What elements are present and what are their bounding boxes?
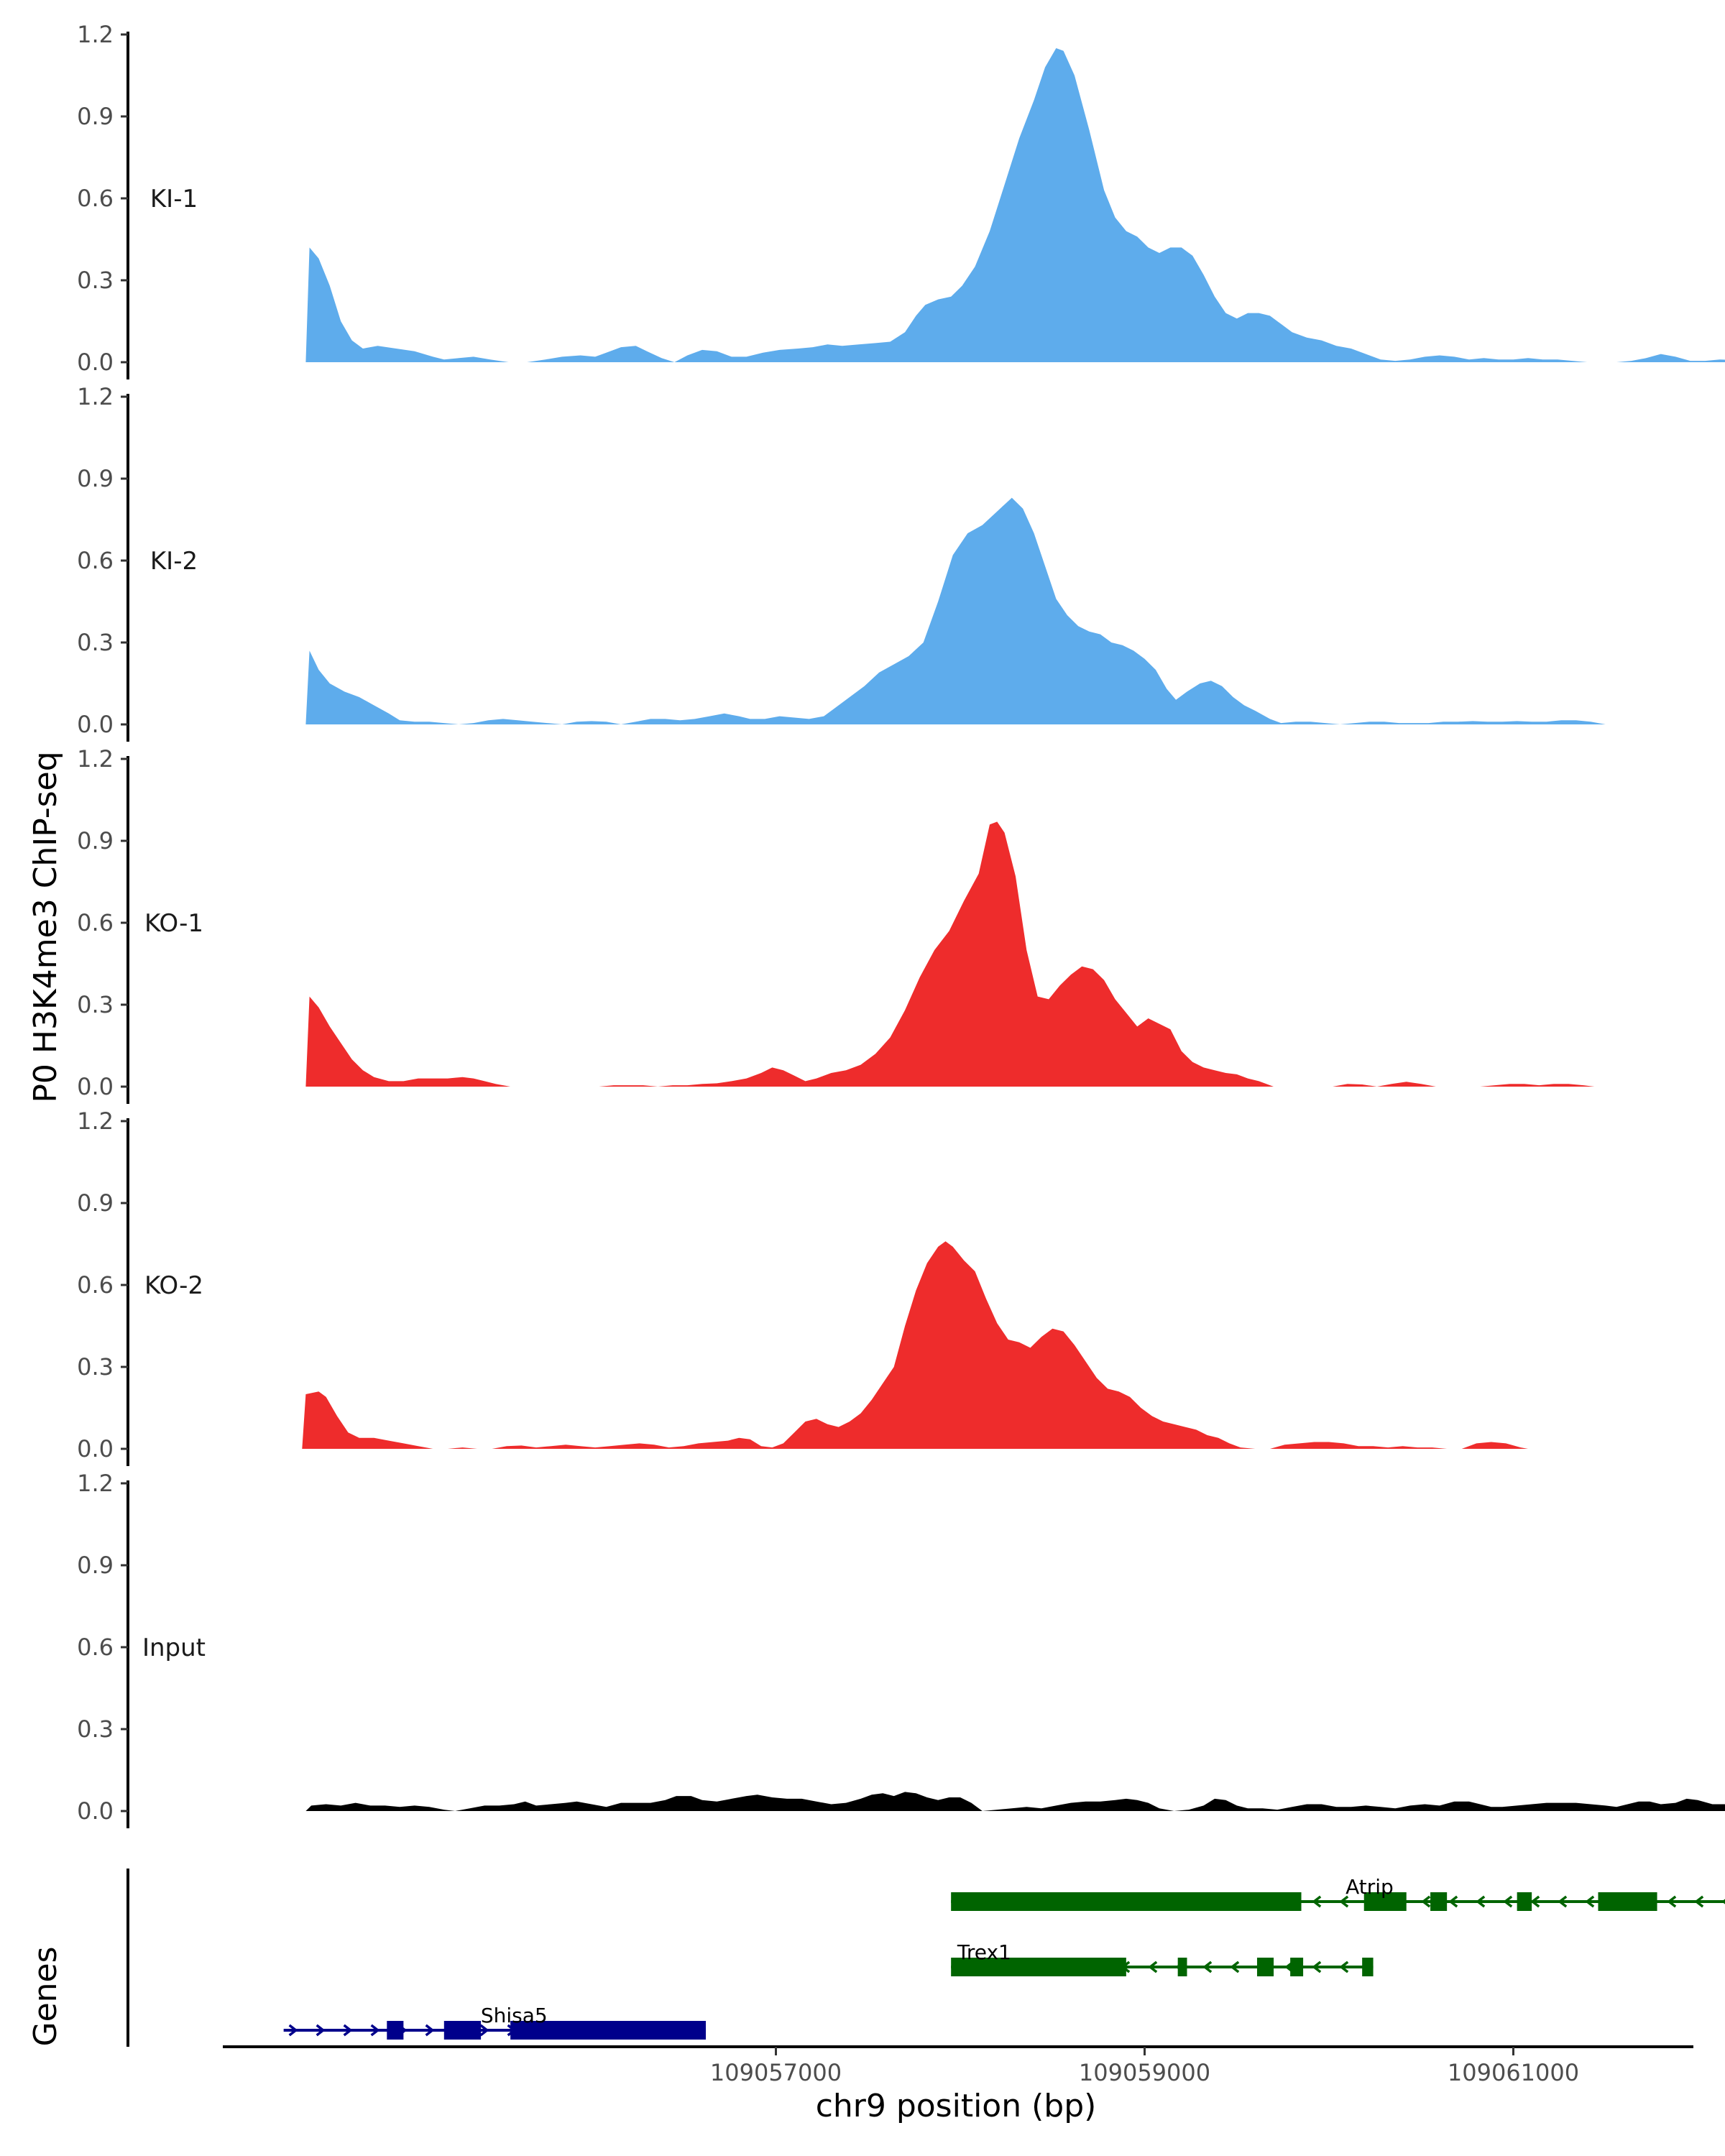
gene-trex1: Trex1 bbox=[951, 1940, 1374, 1976]
y-tick-label: 0.9 bbox=[77, 465, 114, 492]
signal-tracks: 0.00.30.60.91.2KI-10.00.30.60.91.2KI-20.… bbox=[77, 21, 1725, 1828]
y-tick-label: 0.0 bbox=[77, 1435, 114, 1462]
exon bbox=[951, 1958, 1126, 1976]
gene-label: Shisa5 bbox=[481, 2004, 548, 2027]
y-tick-label: 0.3 bbox=[77, 1353, 114, 1381]
signal-area bbox=[305, 497, 1725, 724]
x-axis: 109057000109059000109061000109063000 bbox=[223, 2045, 1693, 2086]
y-tick-label: 0.0 bbox=[77, 1797, 114, 1825]
y-tick-label: 0.3 bbox=[77, 267, 114, 294]
signal-area bbox=[305, 48, 1725, 362]
gene-shisa5: Shisa5 bbox=[283, 2004, 707, 2040]
track-label: KI-1 bbox=[150, 185, 198, 213]
gene-annotation-track: Atrip Trex1 Shisa5 bbox=[126, 1869, 1725, 2047]
exon bbox=[1363, 1892, 1407, 1911]
track-ko-2: 0.0 0.3 0.6 0.9 1.2 KO-2 bbox=[77, 1107, 1528, 1466]
track-label: KO-1 bbox=[144, 909, 203, 938]
y-tick-label: 0.0 bbox=[77, 349, 114, 376]
track-input: 0.0 0.3 0.6 0.9 1.2 Input bbox=[77, 1470, 1725, 1828]
exon bbox=[1290, 1958, 1304, 1976]
y-tick-label: 1.2 bbox=[77, 1470, 114, 1497]
exon bbox=[1517, 1892, 1532, 1911]
signal-area bbox=[305, 821, 1595, 1087]
y-tick-label: 0.9 bbox=[77, 1189, 114, 1217]
x-tick-label: 109057000 bbox=[710, 2059, 842, 2086]
exon bbox=[1362, 1958, 1374, 1976]
exon bbox=[1177, 1958, 1187, 1976]
x-axis-title: chr9 position (bp) bbox=[816, 2088, 1097, 2124]
signal-area bbox=[305, 1792, 1725, 1811]
track-ki-2: 0.0 0.3 0.6 0.9 1.2 KI-2 bbox=[77, 383, 1725, 742]
y-tick-label: 0.3 bbox=[77, 1715, 114, 1743]
gene-atrip: Atrip bbox=[951, 1875, 1725, 1911]
genes-axis-title: Genes bbox=[27, 1946, 64, 2046]
exon bbox=[951, 1892, 1302, 1911]
exon bbox=[1256, 1958, 1274, 1976]
y-tick-label: 1.2 bbox=[77, 21, 114, 48]
y-tick-label: 0.6 bbox=[77, 547, 114, 574]
y-tick-label: 0.6 bbox=[77, 1634, 114, 1661]
y-tick-label: 1.2 bbox=[77, 1107, 114, 1135]
y-tick-label: 0.3 bbox=[77, 991, 114, 1018]
x-tick-label: 109061000 bbox=[1448, 2059, 1579, 2086]
signal-area bbox=[302, 1241, 1528, 1449]
exon bbox=[510, 2021, 707, 2040]
y-tick-label: 0.9 bbox=[77, 103, 114, 130]
y-tick-label: 0.0 bbox=[77, 711, 114, 738]
x-tick-label: 109059000 bbox=[1079, 2059, 1210, 2086]
track-ko-1: 0.0 0.3 0.6 0.9 1.2 KO-1 bbox=[77, 745, 1595, 1104]
gene-label: Atrip bbox=[1346, 1875, 1394, 1899]
exon bbox=[1430, 1892, 1448, 1911]
y-tick-label: 1.2 bbox=[77, 745, 114, 773]
track-ki-1: 0.0 0.3 0.6 0.9 1.2 KI-1 bbox=[77, 21, 1725, 379]
y-axis-title: P0 H3K4me3 ChIP-seq bbox=[27, 751, 64, 1102]
y-tick-label: 0.9 bbox=[77, 1552, 114, 1579]
y-tick-label: 0.9 bbox=[77, 827, 114, 854]
track-label: KO-2 bbox=[144, 1271, 203, 1300]
gene-label: Trex1 bbox=[957, 1940, 1011, 1964]
exon bbox=[1598, 1892, 1657, 1911]
track-label: KI-2 bbox=[150, 547, 198, 576]
y-tick-label: 0.6 bbox=[77, 1271, 114, 1299]
exon bbox=[443, 2021, 482, 2040]
y-tick-label: 1.2 bbox=[77, 383, 114, 410]
y-tick-label: 0.3 bbox=[77, 629, 114, 656]
y-tick-label: 0.0 bbox=[77, 1073, 114, 1100]
track-label: Input bbox=[142, 1634, 206, 1662]
exon bbox=[387, 2021, 404, 2040]
y-tick-label: 0.6 bbox=[77, 185, 114, 212]
y-tick-label: 0.6 bbox=[77, 909, 114, 936]
